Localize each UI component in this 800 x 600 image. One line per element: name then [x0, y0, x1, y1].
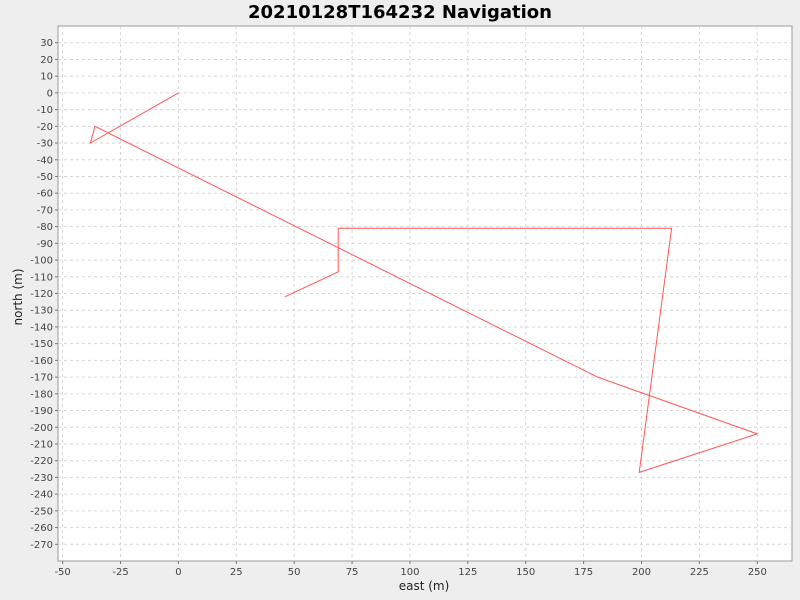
plot-area	[57, 25, 793, 562]
y-tick-label: 20	[40, 55, 53, 66]
y-tick-label: -200	[30, 423, 53, 434]
y-tick-label: -30	[37, 139, 53, 150]
y-tick-label: -220	[30, 456, 53, 467]
y-tick-label: -180	[30, 389, 53, 400]
x-tick-label: 100	[400, 567, 419, 578]
y-tick-label: -150	[30, 339, 53, 350]
y-tick-label: -270	[30, 540, 53, 551]
navigation-track-line	[89, 92, 759, 474]
y-tick-label: 0	[47, 88, 53, 99]
y-tick-label: 10	[40, 72, 53, 83]
x-tick-label: 250	[748, 567, 767, 578]
y-tick-label: -120	[30, 289, 53, 300]
x-tick-label: -25	[112, 567, 128, 578]
y-tick-label: -250	[30, 506, 53, 517]
y-tick-label: -20	[37, 122, 53, 133]
y-tick-label: -260	[30, 523, 53, 534]
x-axis: -50 -25 0 25 50 75 100 125 150 175 200 225 250	[54, 561, 767, 578]
x-tick-label: 175	[574, 567, 593, 578]
y-tick-label: -140	[30, 322, 53, 333]
y-tick-label: -70	[37, 205, 53, 216]
y-tick-label: -210	[30, 439, 53, 450]
y-tick-label: 30	[40, 38, 53, 49]
y-tick-label: -50	[37, 172, 53, 183]
x-tick-label: 200	[632, 567, 651, 578]
y-axis: 30 20 10 0 -10 -20 -30 -40 -50 -60 -70 -80 -90 -100 -1…	[30, 38, 58, 551]
y-tick-label: -240	[30, 490, 53, 501]
y-tick-label: -10	[37, 105, 53, 116]
chart-title: 20210128T164232 Navigation	[248, 2, 552, 23]
x-tick-label: 75	[346, 567, 359, 578]
x-axis-label: east (m)	[399, 579, 450, 593]
x-tick-label: 150	[516, 567, 535, 578]
y-tick-label: -230	[30, 473, 53, 484]
x-tick-label: 125	[458, 567, 477, 578]
y-tick-label: -40	[37, 155, 53, 166]
x-tick-label: 225	[690, 567, 709, 578]
x-tick-label: 0	[175, 567, 181, 578]
y-tick-label: -170	[30, 373, 53, 384]
y-tick-label: -80	[37, 222, 53, 233]
y-tick-label: -160	[30, 356, 53, 367]
y-tick-label: -60	[37, 189, 53, 200]
y-tick-label: -130	[30, 306, 53, 317]
y-axis-label: north (m)	[11, 268, 25, 325]
y-tick-label: -100	[30, 256, 53, 267]
y-tick-label: -90	[37, 239, 53, 250]
x-tick-label: -50	[54, 567, 70, 578]
y-tick-label: -190	[30, 406, 53, 417]
x-tick-label: 25	[230, 567, 243, 578]
y-tick-label: -110	[30, 272, 53, 283]
x-tick-label: 50	[288, 567, 301, 578]
